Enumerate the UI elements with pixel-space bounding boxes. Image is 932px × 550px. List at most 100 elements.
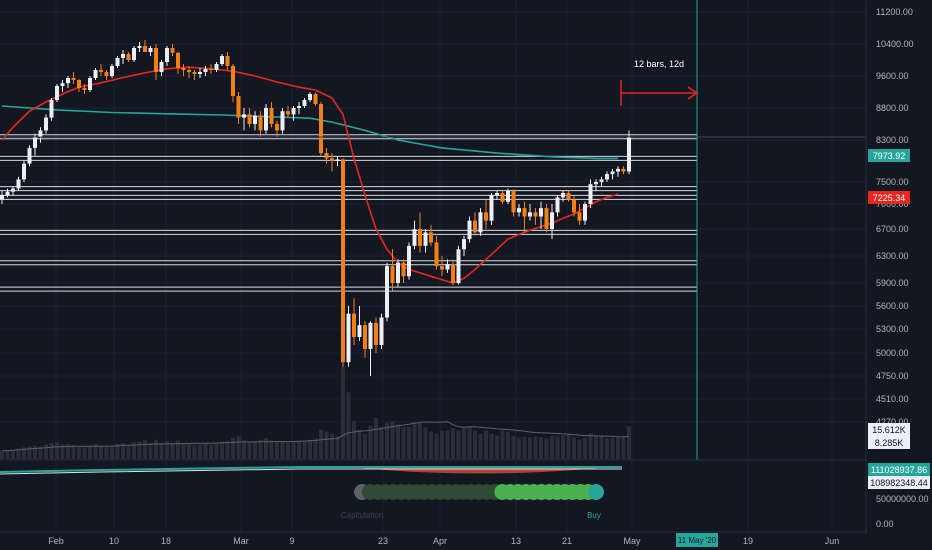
volume-bar [297,440,301,459]
volume-bar [22,447,26,459]
candle-body [302,100,307,106]
volume-bar [544,438,549,459]
volume-bar [445,430,450,459]
candle [390,249,395,291]
candle [610,168,615,180]
price-tick-label: 6700.00 [876,224,909,234]
buy-label: Buy [587,511,601,520]
candle [236,92,241,124]
volume-bar [517,437,521,459]
candle [341,158,345,367]
candle [297,102,301,115]
price-tick-label: 5000.00 [876,348,909,358]
volume-bar [104,447,109,459]
candle [44,114,48,134]
candle [528,204,532,221]
time-axis-background [0,532,932,550]
candle-body [198,72,202,74]
candle-body [165,48,169,62]
candle-body [187,70,191,72]
grid-lines [0,0,866,532]
candle [627,130,631,175]
candle-body [484,212,488,221]
ma-fast-badge-text: 7225.34 [873,193,906,203]
candle [583,201,587,225]
candle-body [0,195,4,200]
candle [561,190,565,202]
candle [599,176,604,187]
volume-bar [407,426,411,459]
candle-body [203,68,208,72]
candle-body [324,153,329,159]
last-price-badge-text: 7973.92 [873,151,906,161]
candle-body [121,54,125,58]
candle [423,229,428,253]
indicator-series-a-badge-text: 111028937.86 [871,465,927,475]
candle-body [5,191,10,196]
candle [544,204,549,233]
volume-bar [110,446,114,459]
volume-bar [357,429,362,459]
volume-bar [286,442,290,459]
candle [11,186,15,196]
candle [27,145,32,167]
volume-bar [27,446,32,459]
time-tick-label: Apr [433,536,447,546]
candle [506,188,510,204]
candle-body [456,249,461,283]
indicator-series-a-line [0,466,622,473]
volume-bar [583,438,587,459]
candle-body [291,108,296,115]
time-tick-label: 23 [378,536,388,546]
volume-bar [269,440,274,459]
volume-bar [346,391,351,459]
price-axis[interactable]: 11200.00 10400.00 9600.00 8800.00 8300.00 750… [865,0,932,532]
candle-body [341,159,345,363]
time-highlight-badge-bg [676,533,718,547]
candle [451,259,455,286]
candle-body [522,208,527,217]
volume-bar [429,431,433,459]
volume-bar [82,447,87,459]
candle-body [429,232,433,243]
candle-body [500,193,505,202]
candle [0,190,4,204]
volume-bar [5,450,10,459]
candle-body [412,229,417,246]
candle [55,84,59,102]
volume-badge-bg [868,423,910,436]
candle-body [93,70,98,78]
candle-body [401,262,406,277]
volume-bar [291,441,296,459]
candle-body [231,66,235,96]
volume-bar [522,436,527,459]
volume-bar [236,435,241,459]
candle-body [11,188,15,192]
volume-bar [363,433,367,459]
candle [253,111,257,131]
volume-bar [610,438,615,459]
candle [176,52,180,74]
candle [566,190,571,202]
volume-bar [121,443,125,459]
candle-body [55,86,59,100]
signal-dot [588,484,604,500]
price-tick-label: 11200.00 [876,7,913,17]
candle [302,98,307,108]
candle [159,60,164,76]
volume-bar [165,441,169,459]
candle [385,262,389,322]
time-axis[interactable]: Feb 10 18 Mar 9 23 Apr 13 21 May 19 Jun 11 May '20 [0,531,932,550]
candle [16,176,21,191]
candle [82,84,87,94]
candle-body [159,62,164,72]
measure-tool[interactable]: 12 bars, 12d [620,59,699,106]
candle [126,52,131,62]
candle [247,108,252,128]
candle-body [104,72,109,76]
candle [368,321,373,376]
ma-fast-line [1,66,619,284]
candle [429,224,433,246]
candle [522,201,527,233]
